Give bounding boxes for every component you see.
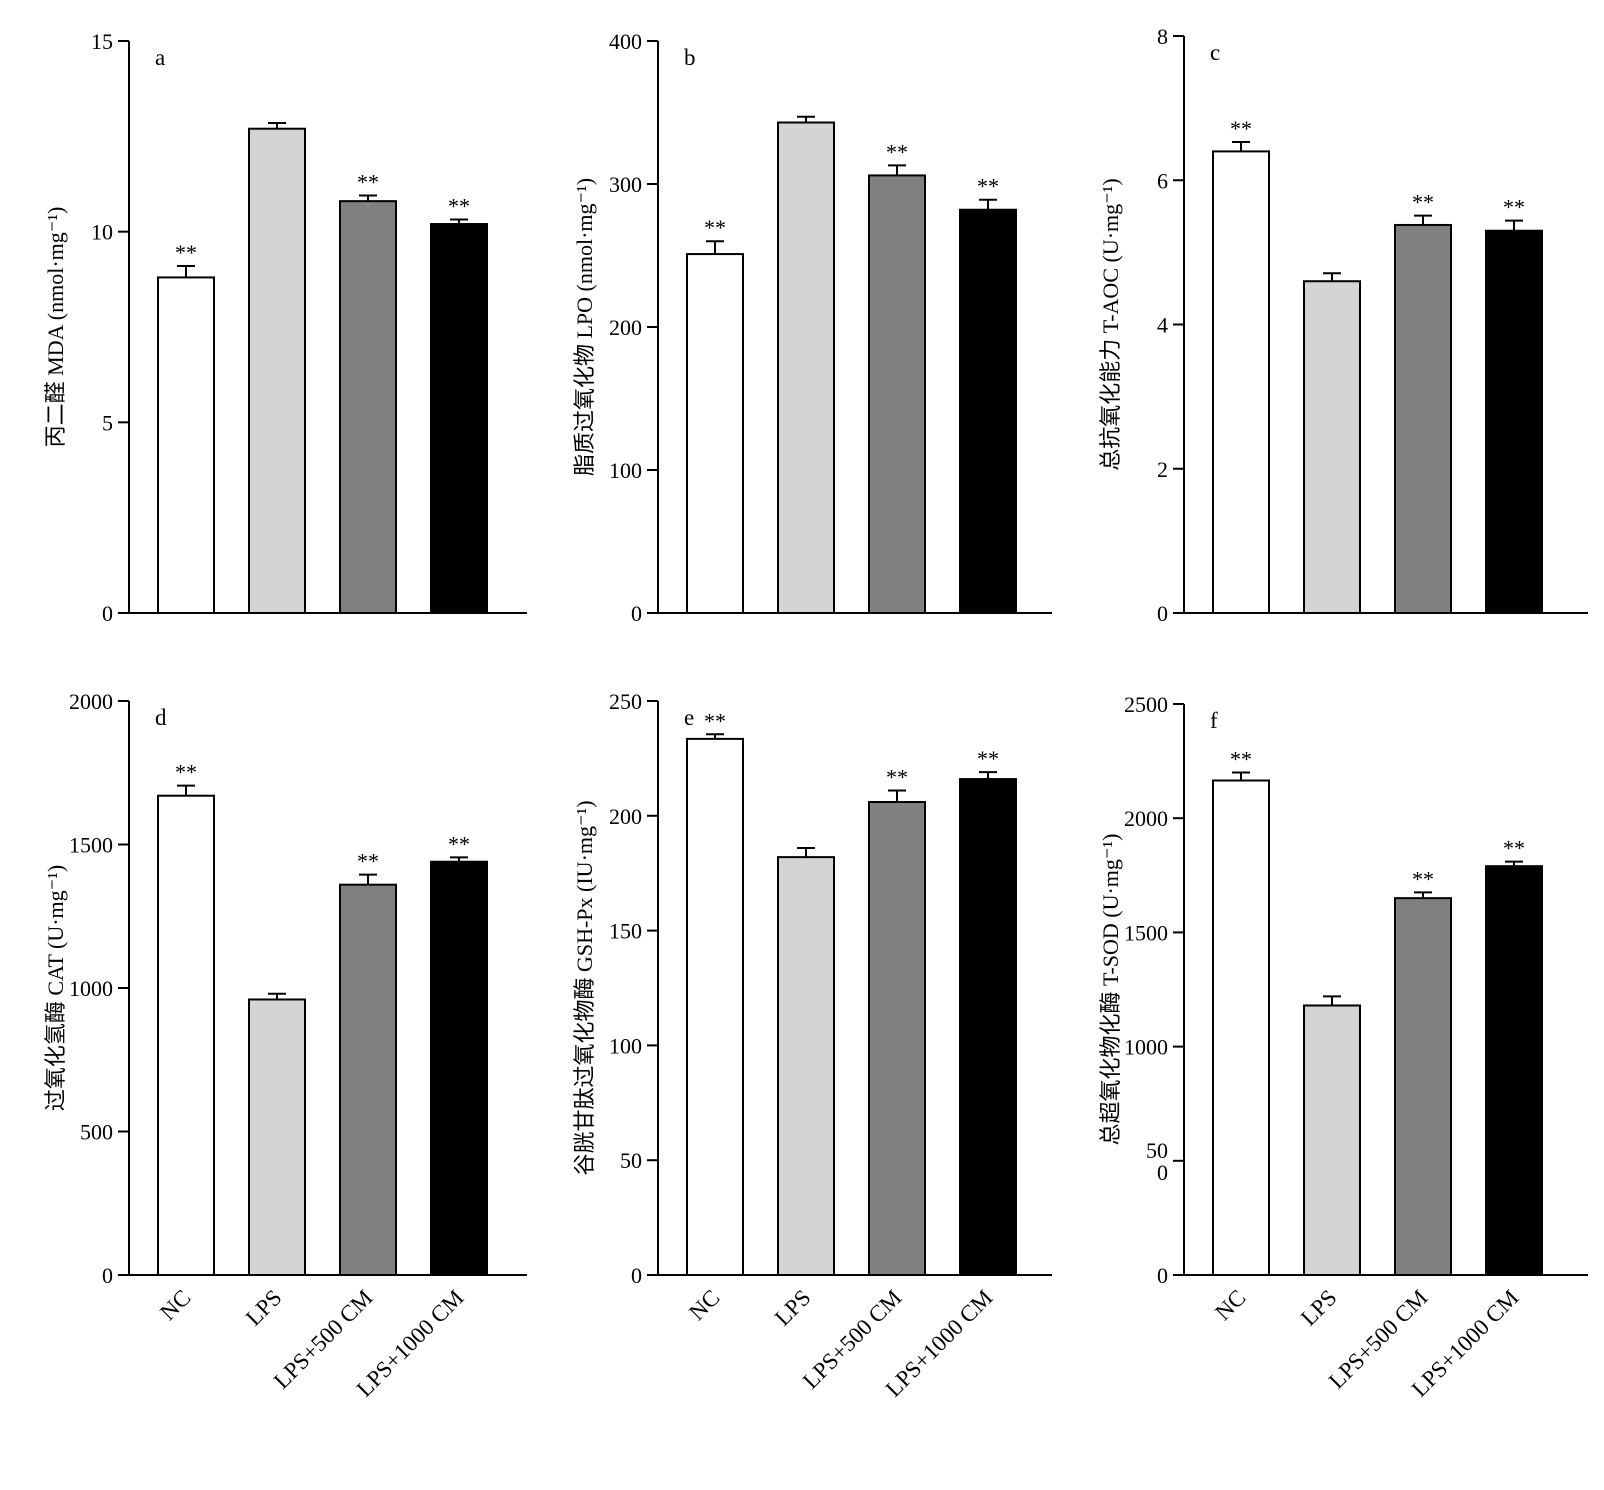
chart-panel-e: 0 50 100 150 200 250 e 谷胱甘肽过氧化物酶 GSH-Px (IU·mg⁻… [572,689,1052,1402]
y-tick-label: 4 [1157,313,1168,338]
significance-label: ** [1412,190,1434,215]
y-tick-label: 10 [91,220,113,245]
y-axis-title: 总抗氧化能力 T-AOC (U·mg⁻¹) [1098,178,1123,470]
bar-lps-500-cm [1394,897,1452,1276]
significance-label: ** [1503,836,1525,861]
y-tick-label: 1000 [1124,1035,1168,1060]
y-tick-label: 200 [609,804,642,829]
y-tick-label: 0 [631,1263,642,1288]
x-tick-label: NC [684,1285,724,1325]
bar-lps [777,856,835,1276]
bar-nc [1212,779,1270,1276]
y-tick-label: 6 [1157,168,1168,193]
y-tick-label: 0 [1157,601,1168,626]
panel-label: d [155,705,167,730]
significance-label: ** [1230,747,1252,772]
y-tick-label: 1000 [69,976,113,1001]
bar-lps-1000-cm [959,208,1017,615]
significance-label: ** [977,746,999,771]
y-tick-label: 2500 [1124,692,1168,717]
chart-panel-b: 0 100 200 300 400 b 脂质过氧化物 LPO (nmol·mg⁻¹) ** **… [572,29,1052,626]
x-tick-label: LPS [241,1285,287,1331]
panel-label: f [1210,708,1218,733]
chart-panel-c: 0 2 4 6 8 c 总抗氧化能力 T-AOC (U·mg⁻¹) ** ** ** [1098,24,1588,626]
bar-lps-1000-cm [959,778,1017,1277]
significance-label: ** [175,760,197,785]
y-tick-label: 5 [102,410,113,435]
bar-lps [777,121,835,614]
significance-label: ** [357,849,379,874]
bar-nc [686,737,744,1276]
significance-label: ** [886,139,908,164]
chart-panel-d: 0 500 1000 1500 2000 d 过氧化氢酶 CAT (U·mg⁻¹) ** NC L… [43,689,527,1402]
significance-label: ** [448,193,470,218]
significance-label: ** [886,765,908,790]
y-tick-label: 0 [102,601,113,626]
significance-label: ** [175,240,197,265]
y-axis-title: 丙二醛 MDA (nmol·mg⁻¹) [43,207,68,448]
bar-lps-500-cm [868,174,926,614]
bar-lps-500-cm [868,801,926,1276]
bar-lps [248,998,306,1276]
y-tick-label: 250 [609,689,642,714]
y-tick-label: 500 [80,1120,113,1145]
y-tick-label: 1500 [69,833,113,858]
significance-label: ** [704,708,726,733]
y-tick-label: 2000 [1124,806,1168,831]
y-tick-label: 300 [609,172,642,197]
panel-label: b [684,45,696,70]
bar-lps-1000-cm [430,223,488,614]
y-axis-title: 脂质过氧化物 LPO (nmol·mg⁻¹) [572,178,597,476]
x-tick-label: NC [155,1285,195,1325]
y-tick-label: 150 [609,919,642,944]
significance-label: ** [1503,195,1525,220]
y-tick-label: 2000 [69,689,113,714]
x-tick-label: NC [1210,1285,1250,1325]
bar-lps [1303,1004,1361,1276]
bar-lps-1000-cm [430,860,488,1276]
y-axis-title: 过氧化氢酶 CAT (U·mg⁻¹) [43,865,68,1111]
y-tick-label: 100 [609,458,642,483]
bar-lps-500-cm [339,200,397,614]
y-axis-title: 谷胱甘肽过氧化物酶 GSH-Px (IU·mg⁻¹) [572,800,597,1175]
panel-label: a [155,45,165,70]
bar-lps-1000-cm [1485,229,1543,615]
chart-panel-f: 0 50 0 1000 1500 2000 2500 f 总超氧化物化酶 T-SOD (U·mg… [1098,692,1588,1402]
y-tick-label: 1500 [1124,920,1168,945]
significance-label: ** [1230,116,1252,141]
significance-label: ** [704,215,726,240]
y-tick-label: 2 [1157,457,1168,482]
bar-nc [157,794,215,1277]
bar-nc [686,253,744,614]
y-tick-label: 8 [1157,24,1168,49]
bar-nc [157,276,215,614]
y-tick-label: 0 [631,601,642,626]
panel-label: e [684,705,694,730]
bar-lps-500-cm [339,883,397,1276]
significance-label: ** [357,169,379,194]
y-tick-label: 50 [620,1148,642,1173]
panel-label: c [1210,40,1220,65]
y-tick-label: 15 [91,29,113,54]
y-tick-label: 200 [609,315,642,340]
significance-label: ** [1412,866,1434,891]
bar-lps [1303,280,1361,614]
y-tick-label: 0 [1157,1263,1168,1288]
significance-label: ** [977,174,999,199]
bar-lps-500-cm [1394,223,1452,614]
bar-lps [248,127,306,614]
x-tick-label: LPS [1296,1285,1342,1331]
bar-nc [1212,150,1270,614]
bar-lps-1000-cm [1485,865,1543,1276]
chart-panel-a: 0 5 10 15 a 丙二醛 MDA (nmol·mg⁻¹) ** ** ** [43,29,527,626]
y-axis-title: 总超氧化物化酶 T-SOD (U·mg⁻¹) [1098,834,1123,1146]
y-tick-label: 400 [609,29,642,54]
y-tick-label: 0 [102,1263,113,1288]
x-tick-label: LPS [770,1285,816,1331]
y-tick-label: 100 [609,1033,642,1058]
significance-label: ** [448,831,470,856]
